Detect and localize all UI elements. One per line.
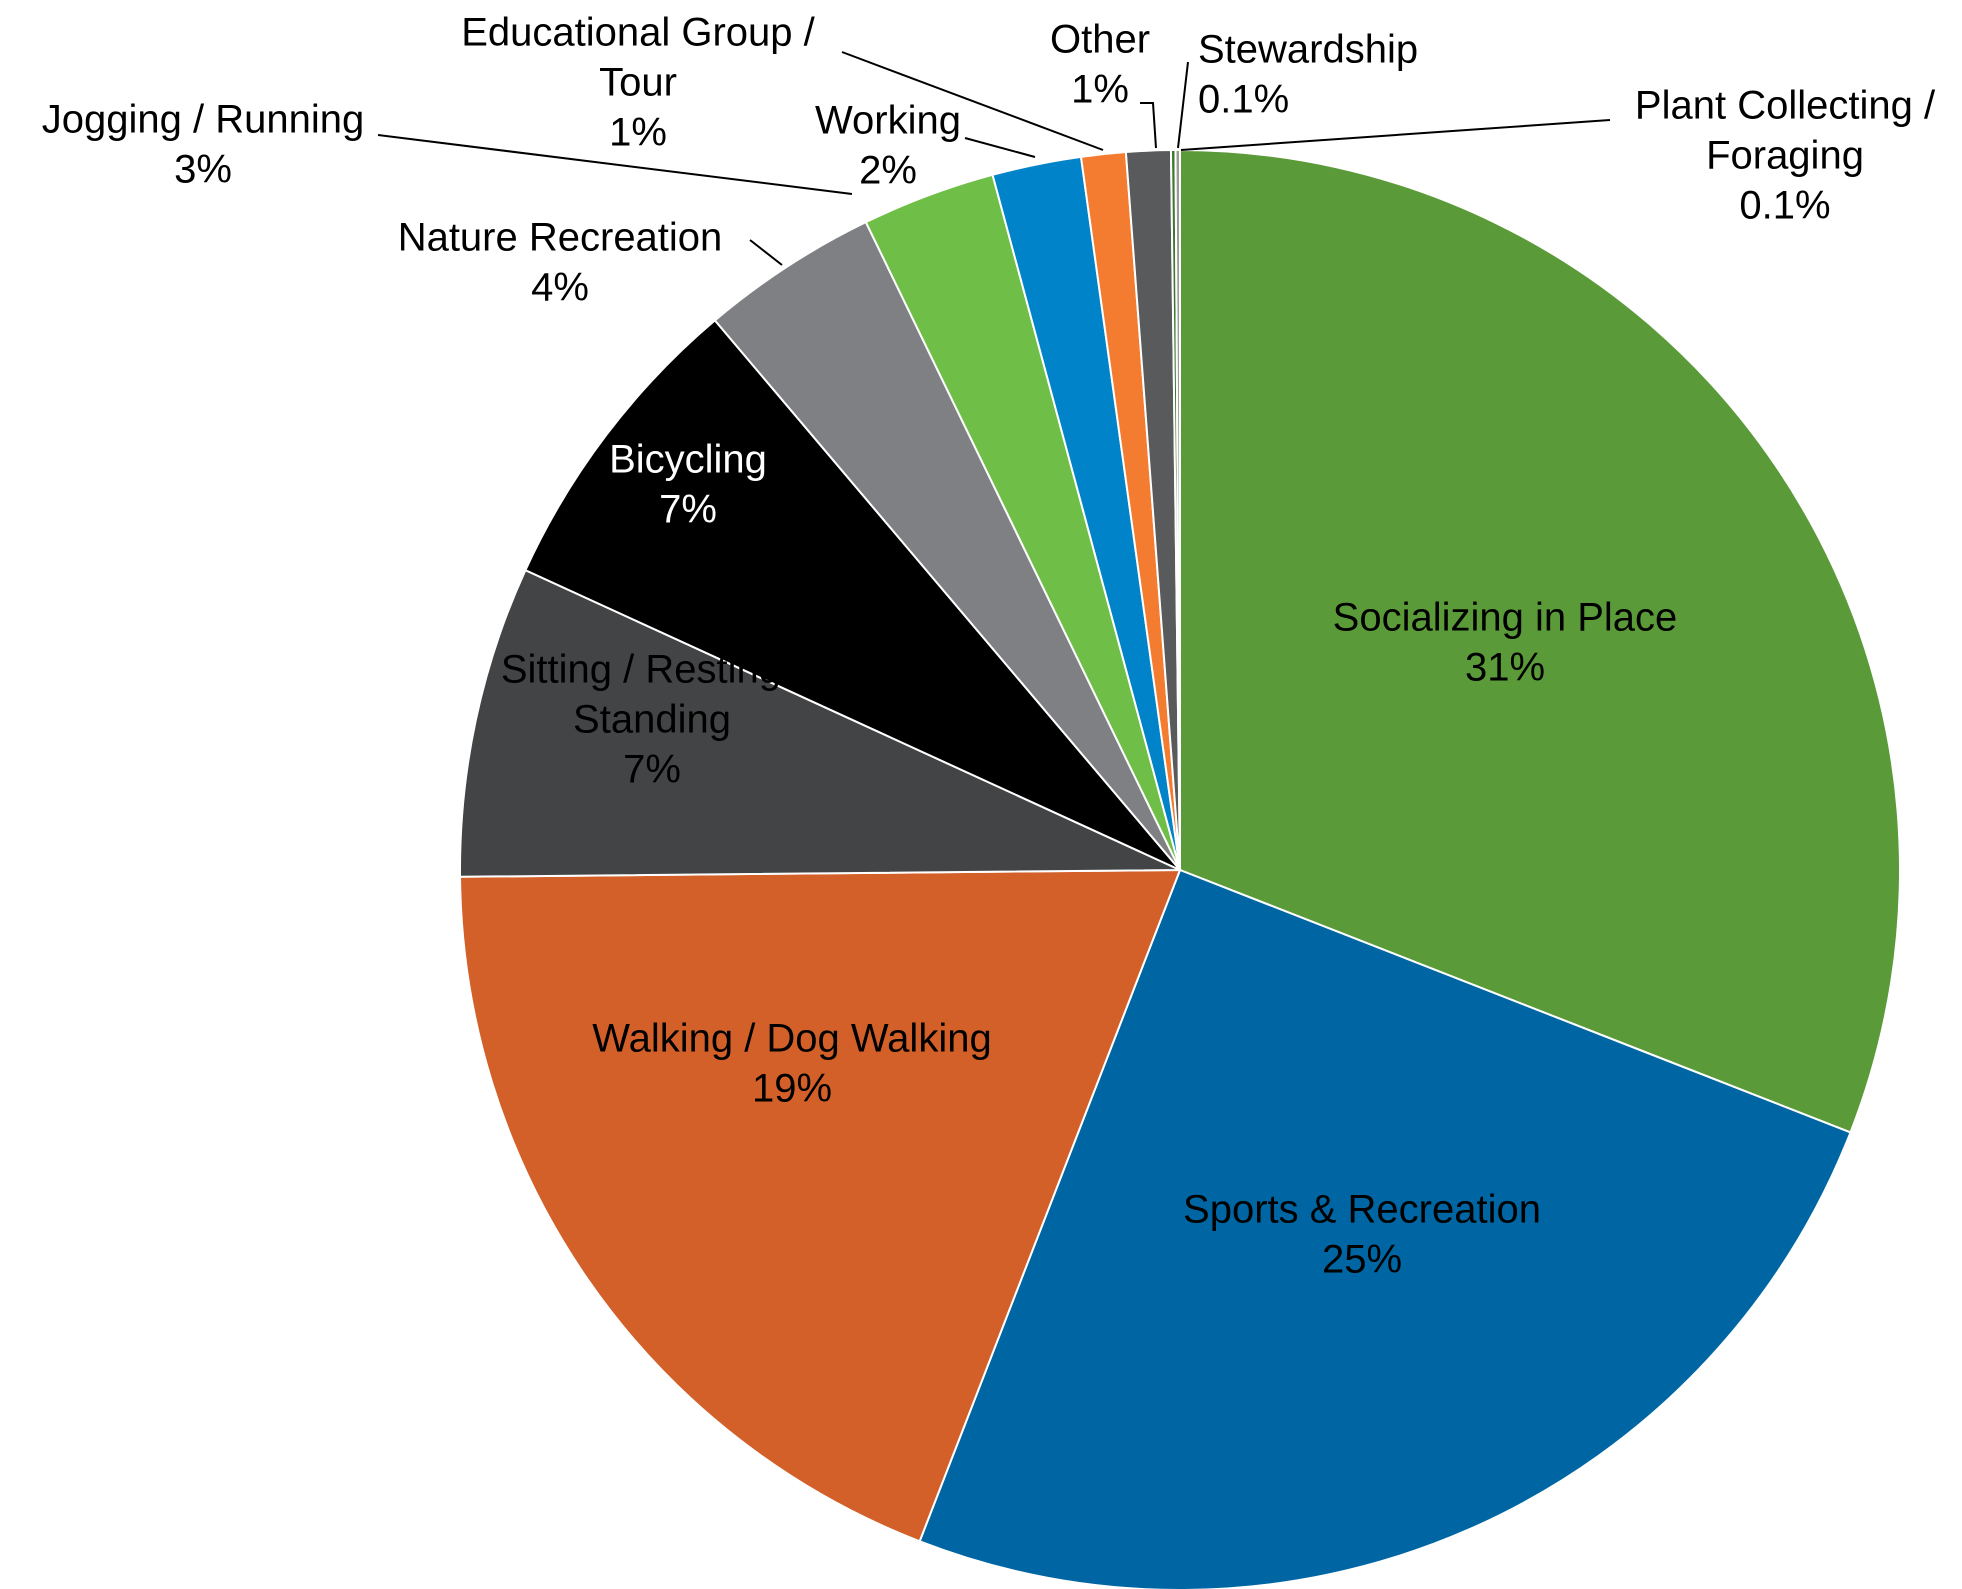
data-label-nature-recreation: Nature Recreation 4% — [398, 216, 723, 310]
pie-slice-sitting-resting-standing — [459, 568, 1181, 878]
pie-slice-plant-collecting-foraging — [1174, 148, 1181, 871]
data-label-educational-group-tour: Educational Group / Tour 1% — [461, 11, 815, 155]
data-label-sitting-resting-standing: Sitting / Resting / Standing 7% — [501, 648, 804, 792]
leader-line-jogging-running — [377, 134, 853, 195]
leader-line-plant-collecting-foraging — [1180, 119, 1611, 151]
data-label-stewardship: Stewardship 0.1% — [1198, 28, 1418, 122]
pie-slice-walking-dog-walking — [459, 868, 1182, 1543]
data-label-working: Working 2% — [815, 99, 961, 193]
data-label-bicycling: Bicycling 7% — [609, 438, 767, 532]
outer-labels: Nature Recreation 4% Jogging / Running 3% Wo… — [42, 11, 1936, 310]
leader-line-nature-recreation — [749, 239, 783, 266]
data-label-walking-dog-walking: Walking / Dog Walking 19% — [592, 1017, 991, 1111]
pie-slice-bicycling — [524, 318, 1181, 871]
leader-line-stewardship — [1177, 61, 1189, 149]
data-label-sports-recreation: Sports & Recreation 25% — [1183, 1188, 1541, 1282]
pie-slice-socializing-in-place — [1179, 148, 1901, 1134]
leader-line-working — [964, 137, 1036, 158]
data-label-other: Other 1% — [1050, 18, 1150, 112]
leader-lines — [377, 51, 1611, 266]
pie-slice-nature-recreation — [713, 220, 1181, 871]
inner-labels: Socializing in Place 31% Sports & Recreati… — [501, 438, 1678, 1282]
data-label-plant-collecting-foraging: Plant Collecting / Foraging 0.1% — [1635, 84, 1936, 228]
pie-slice-sports-recreation — [918, 868, 1852, 1589]
data-label-jogging-running: Jogging / Running 3% — [42, 98, 364, 192]
leader-line-other — [1140, 102, 1157, 149]
leader-line-educational-group-tour — [841, 51, 1104, 151]
pie-slices — [459, 148, 1901, 1589]
data-label-socializing-in-place: Socializing in Place 31% — [1333, 596, 1678, 690]
